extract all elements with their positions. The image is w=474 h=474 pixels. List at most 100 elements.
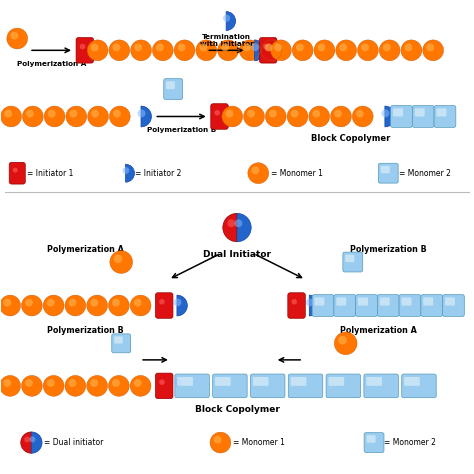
FancyBboxPatch shape — [391, 106, 412, 128]
Circle shape — [47, 379, 55, 387]
FancyBboxPatch shape — [315, 297, 325, 306]
Circle shape — [336, 40, 356, 61]
Circle shape — [379, 40, 400, 61]
Circle shape — [243, 44, 251, 51]
Circle shape — [271, 40, 292, 61]
Circle shape — [21, 375, 42, 396]
Circle shape — [130, 375, 151, 396]
Circle shape — [361, 44, 369, 51]
Circle shape — [226, 109, 233, 118]
Circle shape — [292, 40, 313, 61]
FancyBboxPatch shape — [380, 297, 390, 306]
Circle shape — [22, 106, 43, 127]
Circle shape — [356, 109, 364, 118]
Circle shape — [25, 299, 33, 307]
Circle shape — [330, 106, 351, 127]
Circle shape — [80, 44, 85, 49]
FancyBboxPatch shape — [345, 255, 355, 262]
FancyBboxPatch shape — [155, 373, 173, 399]
FancyBboxPatch shape — [437, 109, 447, 117]
Circle shape — [13, 168, 18, 173]
Circle shape — [91, 44, 99, 51]
Circle shape — [7, 28, 27, 49]
Circle shape — [43, 375, 64, 396]
FancyBboxPatch shape — [381, 166, 390, 173]
Text: Polymerization B: Polymerization B — [47, 326, 124, 335]
FancyBboxPatch shape — [364, 433, 384, 453]
FancyBboxPatch shape — [364, 374, 398, 398]
Text: Polymerization A: Polymerization A — [17, 61, 86, 67]
Circle shape — [69, 379, 76, 387]
Circle shape — [159, 379, 165, 385]
Circle shape — [110, 251, 133, 273]
FancyBboxPatch shape — [336, 297, 346, 306]
FancyBboxPatch shape — [377, 295, 399, 317]
Circle shape — [114, 255, 122, 263]
Circle shape — [0, 106, 21, 127]
FancyBboxPatch shape — [177, 377, 193, 386]
Text: with Initiator: with Initiator — [200, 41, 254, 46]
FancyBboxPatch shape — [164, 79, 182, 100]
Wedge shape — [223, 213, 237, 242]
Circle shape — [178, 44, 186, 51]
Circle shape — [223, 15, 230, 22]
Circle shape — [0, 375, 20, 396]
Circle shape — [113, 109, 121, 118]
FancyBboxPatch shape — [401, 374, 436, 398]
FancyBboxPatch shape — [215, 377, 231, 386]
FancyBboxPatch shape — [356, 295, 377, 317]
FancyBboxPatch shape — [9, 162, 25, 184]
Wedge shape — [237, 213, 251, 242]
FancyBboxPatch shape — [404, 377, 420, 386]
Circle shape — [109, 106, 130, 127]
Circle shape — [314, 40, 335, 61]
Text: Block Copolymer: Block Copolymer — [194, 405, 280, 414]
FancyBboxPatch shape — [76, 37, 93, 63]
Text: Polymerization A: Polymerization A — [340, 326, 417, 335]
Circle shape — [426, 44, 434, 51]
Circle shape — [90, 299, 98, 307]
Text: = Monomer 2: = Monomer 2 — [384, 438, 437, 447]
Circle shape — [339, 44, 347, 51]
Circle shape — [248, 163, 269, 183]
FancyBboxPatch shape — [211, 104, 228, 129]
Circle shape — [287, 106, 308, 127]
Wedge shape — [226, 11, 236, 30]
FancyBboxPatch shape — [291, 377, 306, 386]
FancyBboxPatch shape — [445, 297, 455, 306]
Text: = Monomer 1: = Monomer 1 — [233, 438, 285, 447]
FancyBboxPatch shape — [334, 295, 356, 317]
FancyBboxPatch shape — [253, 377, 269, 386]
Text: = Monomer 1: = Monomer 1 — [271, 169, 323, 178]
Circle shape — [196, 40, 217, 61]
FancyBboxPatch shape — [328, 377, 344, 386]
Circle shape — [247, 109, 255, 118]
Circle shape — [265, 106, 286, 127]
Circle shape — [130, 295, 151, 316]
Circle shape — [263, 44, 269, 49]
Wedge shape — [177, 295, 187, 316]
Circle shape — [383, 44, 391, 51]
Circle shape — [218, 40, 238, 61]
Circle shape — [134, 379, 142, 387]
Circle shape — [24, 437, 30, 442]
Wedge shape — [255, 40, 265, 61]
FancyBboxPatch shape — [155, 293, 173, 318]
Circle shape — [404, 44, 412, 51]
Text: Polymerization A: Polymerization A — [47, 246, 124, 255]
Circle shape — [334, 332, 357, 355]
Circle shape — [239, 40, 260, 61]
Text: Polymerization B: Polymerization B — [350, 246, 427, 255]
FancyBboxPatch shape — [401, 297, 411, 306]
Wedge shape — [21, 432, 31, 453]
Circle shape — [318, 44, 326, 51]
FancyBboxPatch shape — [423, 297, 433, 306]
Text: = Monomer 2: = Monomer 2 — [399, 169, 450, 178]
Circle shape — [65, 295, 86, 316]
Circle shape — [334, 109, 342, 118]
Text: Dual Initiator: Dual Initiator — [203, 250, 271, 259]
Circle shape — [137, 109, 146, 118]
Circle shape — [214, 110, 220, 116]
Circle shape — [312, 109, 320, 118]
Circle shape — [43, 295, 64, 316]
